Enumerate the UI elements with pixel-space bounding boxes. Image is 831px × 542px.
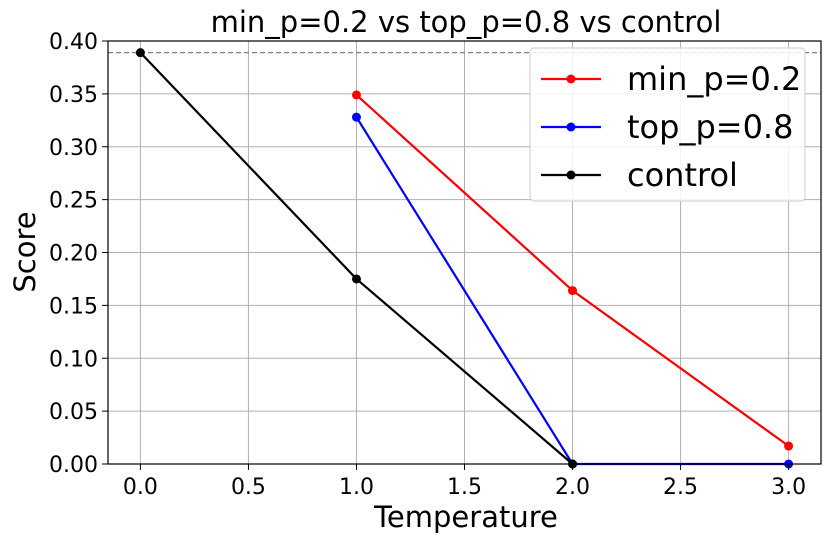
data-point [351, 90, 361, 100]
y-tick-label: 0.15 [49, 294, 98, 319]
legend-box [529, 47, 806, 202]
data-point [568, 286, 578, 296]
legend-marker [566, 74, 576, 84]
x-tick-label: 0.5 [231, 475, 266, 500]
x-tick-label: 0.0 [123, 475, 158, 500]
y-tick-label: 0.35 [49, 83, 98, 108]
legend-label: top_p=0.8 [627, 108, 793, 146]
x-tick-label: 1.0 [339, 475, 374, 500]
x-axis-ticks: 0.0 0.5 1.0 1.5 2.0 2.5 3.0 [123, 464, 806, 500]
data-point [351, 274, 361, 284]
y-tick-label: 0.10 [49, 347, 98, 372]
data-point [784, 441, 794, 451]
legend-label: min_p=0.2 [627, 60, 801, 98]
legend-marker [566, 122, 576, 132]
y-tick-label: 0.40 [49, 30, 98, 55]
data-point [351, 112, 361, 122]
y-axis-ticks: 0.00 0.05 0.10 0.15 0.20 0.25 0.30 0.35 0.40 [49, 30, 108, 478]
data-point [135, 48, 145, 58]
x-axis-title: Temperature [373, 500, 558, 534]
chart-title: min_p=0.2 vs top_p=0.8 vs control [211, 5, 722, 39]
y-tick-label: 0.30 [49, 136, 98, 161]
y-tick-label: 0.05 [49, 400, 98, 425]
y-axis-title: Score [8, 211, 42, 292]
y-tick-label: 0.20 [49, 242, 98, 267]
x-tick-label: 2.0 [555, 475, 590, 500]
legend-label: control [627, 156, 738, 194]
y-tick-label: 0.25 [49, 189, 98, 214]
y-tick-label: 0.00 [49, 453, 98, 478]
x-tick-label: 3.0 [771, 475, 806, 500]
x-tick-label: 1.5 [447, 475, 482, 500]
x-tick-label: 2.5 [663, 475, 698, 500]
legend-marker [566, 170, 576, 180]
